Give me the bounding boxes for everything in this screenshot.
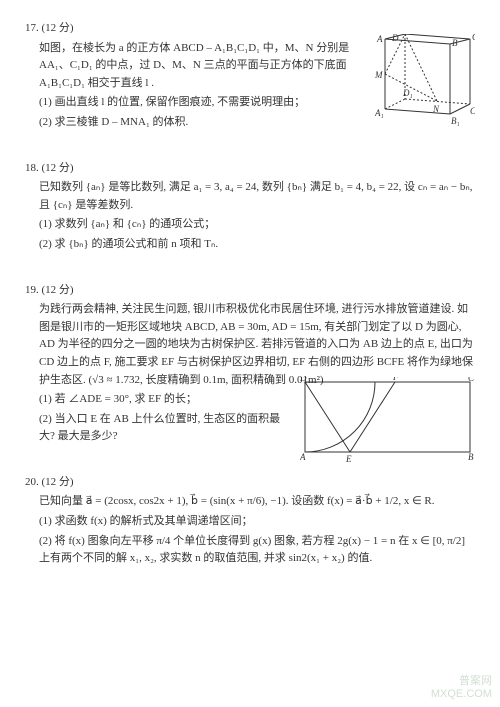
q20-sub2: (2) 将 f(x) 图象向左平移 π/4 个单位长度得到 g(x) 图象, 若… <box>39 533 475 568</box>
q18-text: 已知数列 {aₙ} 是等比数列, 满足 a₁ = 3, a₄ = 24, 数列 … <box>39 179 475 214</box>
svg-text:A: A <box>300 452 306 462</box>
q17-figure: A B C D A₁ B₁ C₁ D₁ M N <box>375 34 475 129</box>
q18-sub2: (2) 求 {bₙ} 的通项公式和前 n 项和 Tₙ. <box>39 236 475 254</box>
svg-text:D: D <box>300 377 307 383</box>
question-17: 17. (12 分) 如图，在棱长为 a 的正方体 ABCD – A₁B₁C₁D… <box>25 20 475 132</box>
question-19: 19. (12 分) 为践行两会精神, 关注民生问题, 银川市积极优化市民居住环… <box>25 282 475 446</box>
q17-number: 17. <box>25 22 39 34</box>
watermark-line2: MXQE.COM <box>431 688 492 701</box>
svg-text:F: F <box>392 377 399 382</box>
svg-text:B: B <box>452 38 458 48</box>
q20-sub1: (1) 求函数 f(x) 的解析式及其单调递增区间； <box>39 513 475 531</box>
q18-body: 已知数列 {aₙ} 是等比数列, 满足 a₁ = 3, a₄ = 24, 数列 … <box>25 179 475 253</box>
cube-diagram-icon: A B C D A₁ B₁ C₁ D₁ M N <box>375 34 475 129</box>
svg-text:D₁: D₁ <box>402 88 413 98</box>
svg-text:A₁: A₁ <box>375 108 384 118</box>
svg-text:A: A <box>376 34 383 44</box>
q19-figure: AB CD EF <box>300 377 475 457</box>
q18-sub1: (1) 求数列 {aₙ} 和 {cₙ} 的通项公式； <box>39 216 475 234</box>
q18-points: (12 分) <box>42 162 74 174</box>
q20-text: 已知向量 a⃗ = (2cosx, cos2x + 1), b⃗ = (sin(… <box>39 493 475 511</box>
q17-sub1: (1) 画出直线 l 的位置, 保留作图痕迹, 不需要说明理由； <box>39 94 370 112</box>
q20-body: 已知向量 a⃗ = (2cosx, cos2x + 1), b⃗ = (sin(… <box>25 493 475 567</box>
q20-number: 20. <box>25 476 39 488</box>
q17-sub2: (2) 求三棱锥 D – MNA₁ 的体积. <box>39 114 370 132</box>
q19-number: 19. <box>25 284 39 296</box>
svg-text:M: M <box>375 70 383 80</box>
svg-text:D: D <box>391 34 399 43</box>
q19-points: (12 分) <box>42 284 74 296</box>
question-18: 18. (12 分) 已知数列 {aₙ} 是等比数列, 满足 a₁ = 3, a… <box>25 160 475 254</box>
svg-text:B: B <box>468 452 474 462</box>
svg-text:B₁: B₁ <box>451 116 460 126</box>
q17-points: (12 分) <box>42 22 74 34</box>
svg-text:C₁: C₁ <box>470 106 475 116</box>
question-20: 20. (12 分) 已知向量 a⃗ = (2cosx, cos2x + 1),… <box>25 474 475 568</box>
svg-text:E: E <box>345 454 352 462</box>
q17-text: 如图，在棱长为 a 的正方体 ABCD – A₁B₁C₁D₁ 中，M、N 分别是… <box>39 40 370 93</box>
svg-text:C: C <box>468 377 475 383</box>
rectangle-arc-diagram-icon: A B C D E F <box>300 377 475 462</box>
svg-text:N: N <box>432 104 440 114</box>
watermark-line1: 普案网 <box>431 675 492 688</box>
q20-points: (12 分) <box>42 476 74 488</box>
svg-text:C: C <box>472 34 475 42</box>
q18-number: 18. <box>25 162 39 174</box>
watermark: 普案网 MXQE.COM <box>431 675 492 701</box>
